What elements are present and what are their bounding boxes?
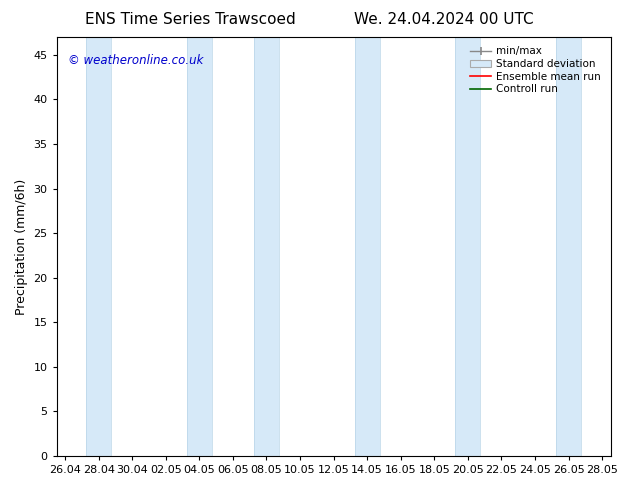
- Y-axis label: Precipitation (mm/6h): Precipitation (mm/6h): [15, 178, 28, 315]
- Bar: [455, 37, 481, 456]
- Bar: [556, 37, 581, 456]
- Text: ENS Time Series Trawscoed: ENS Time Series Trawscoed: [85, 12, 295, 27]
- Bar: [187, 37, 212, 456]
- Bar: [354, 37, 380, 456]
- Text: © weatheronline.co.uk: © weatheronline.co.uk: [68, 54, 203, 67]
- Bar: [254, 37, 279, 456]
- Legend: min/max, Standard deviation, Ensemble mean run, Controll run: min/max, Standard deviation, Ensemble me…: [466, 42, 605, 98]
- Bar: [86, 37, 111, 456]
- Text: We. 24.04.2024 00 UTC: We. 24.04.2024 00 UTC: [354, 12, 534, 27]
